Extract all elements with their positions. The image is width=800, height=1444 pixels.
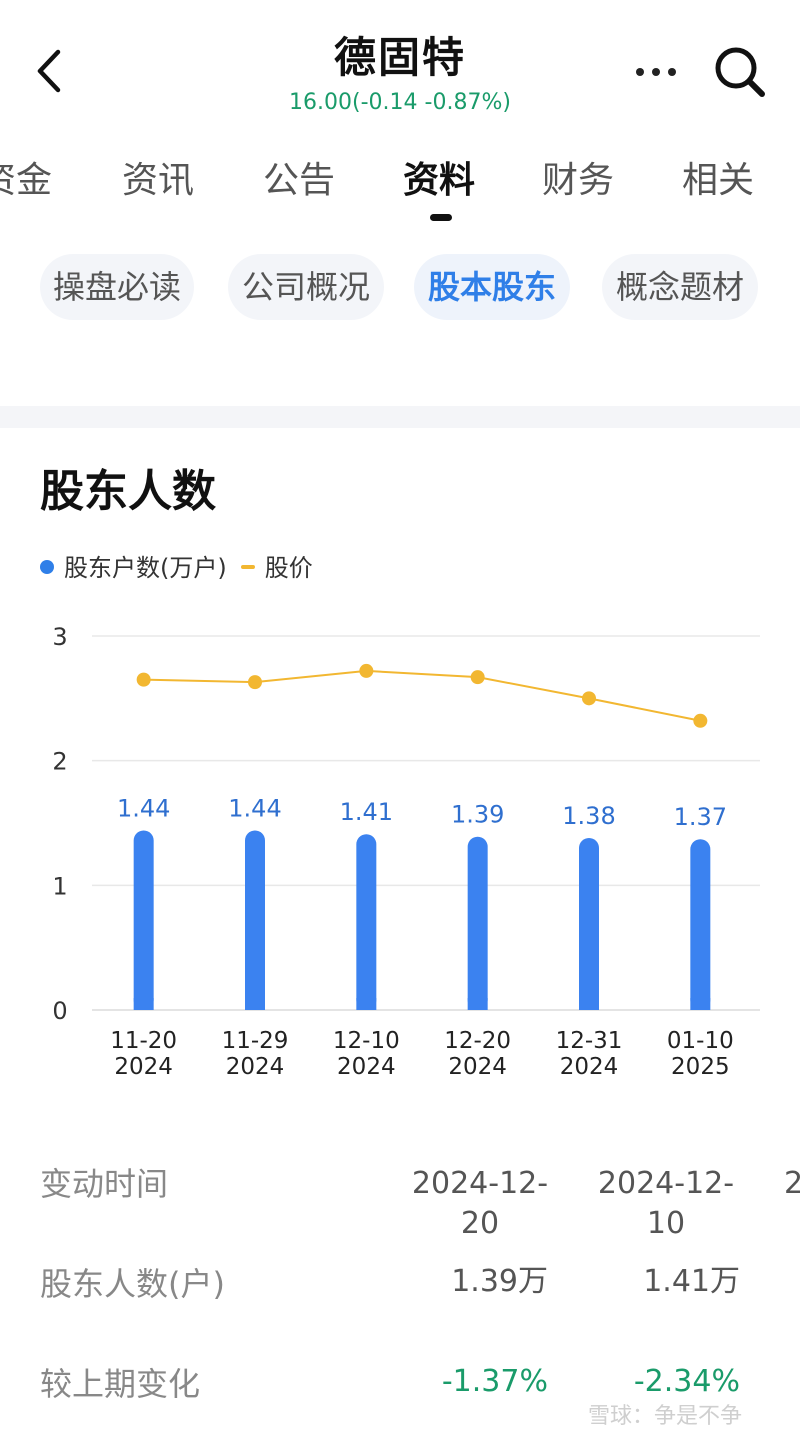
- bar: [245, 830, 265, 1010]
- tab-funds[interactable]: 资金: [0, 160, 53, 201]
- active-tab-indicator: [430, 214, 452, 221]
- x-tick-year-label: 2024: [226, 1054, 285, 1080]
- y-tick-label: 2: [52, 748, 67, 776]
- price-point: [359, 663, 374, 678]
- table-holders-cell: 1.39万: [451, 1264, 548, 1299]
- chevron-left-icon: [37, 49, 61, 93]
- tab-related[interactable]: 相关: [682, 160, 755, 201]
- legend-bar-label: 股东户数(万户): [64, 554, 227, 582]
- table-change-cell: -2.34%: [633, 1364, 740, 1399]
- bar: [579, 837, 599, 1010]
- tab-announcements[interactable]: 公告: [263, 160, 336, 201]
- bar-data-label: 1.41: [340, 798, 393, 826]
- price-line: [143, 669, 701, 722]
- bar: [690, 839, 711, 1010]
- y-tick-label: 3: [52, 623, 67, 651]
- bar: [133, 830, 154, 1010]
- price-point: [582, 691, 596, 706]
- chart-legend: 股东户数(万户) 股价: [40, 550, 313, 586]
- chip-shareholders[interactable]: 股本股东: [414, 254, 570, 320]
- table-date-cell: 2024-12-10: [597, 1166, 735, 1241]
- watermark: 雪球：争是不争: [588, 1404, 743, 1429]
- bar-base: [579, 998, 599, 1010]
- row-label-change-date: 变动时间: [40, 1165, 169, 1203]
- more-button[interactable]: [632, 52, 682, 92]
- search-icon: [715, 47, 765, 97]
- x-tick-label: 12-20: [444, 1028, 511, 1054]
- price-point: [248, 675, 262, 690]
- x-tick-label: 01-10: [667, 1028, 734, 1054]
- x-tick-label: 11-20: [110, 1028, 177, 1054]
- price-point: [470, 670, 485, 685]
- x-tick-year-label: 2024: [560, 1054, 619, 1080]
- legend-line-label: 股价: [264, 554, 313, 582]
- bar: [356, 834, 377, 1010]
- top-bar: 德固特 16.00(-0.14 -0.87%): [0, 0, 800, 130]
- table-date-cell: 2: [784, 1166, 800, 1201]
- tab-financials[interactable]: 财务: [542, 160, 615, 201]
- stock-title-block: 德固特 16.00(-0.14 -0.87%): [200, 32, 600, 118]
- chip-trading-guide[interactable]: 操盘必读: [40, 254, 194, 320]
- bar-data-label: 1.44: [228, 794, 281, 822]
- bar-base: [356, 998, 377, 1010]
- x-tick-label: 12-31: [556, 1028, 623, 1054]
- more-horizontal-icon: [636, 68, 676, 76]
- legend-bar-marker: [40, 560, 54, 574]
- y-tick-label: 0: [52, 997, 67, 1025]
- bar-data-label: 1.38: [562, 802, 615, 830]
- x-tick-label: 11-29: [222, 1028, 289, 1054]
- bar-base: [467, 998, 488, 1010]
- x-tick-year-label: 2024: [448, 1054, 507, 1080]
- bar-base: [690, 998, 711, 1010]
- bar-base: [133, 998, 154, 1010]
- section-title: 股东人数: [40, 466, 216, 517]
- x-tick-year-label: 2025: [671, 1054, 730, 1080]
- x-tick-year-label: 2024: [337, 1054, 396, 1080]
- y-tick-label: 1: [52, 872, 67, 900]
- tab-profile[interactable]: 资料: [403, 160, 476, 201]
- row-label-change: 较上期变化: [40, 1365, 201, 1403]
- bar-data-label: 1.44: [117, 794, 170, 822]
- legend-line-marker: [240, 565, 255, 569]
- table-change-cell: -1.37%: [441, 1364, 548, 1399]
- bar: [467, 836, 488, 1010]
- bar-data-label: 1.39: [451, 801, 504, 829]
- x-tick-label: 12-10: [333, 1028, 400, 1054]
- bar-data-label: 1.37: [674, 803, 727, 831]
- x-tick-year-label: 2024: [114, 1054, 173, 1080]
- table-holders-cell: 1.41万: [643, 1264, 740, 1299]
- table-date-cell: 2024-12-20: [411, 1166, 549, 1241]
- chip-company-overview[interactable]: 公司概况: [228, 254, 384, 320]
- chip-concepts[interactable]: 概念题材: [602, 254, 758, 320]
- tab-news[interactable]: 资讯: [122, 160, 195, 201]
- section-divider: [0, 406, 800, 428]
- back-button[interactable]: [28, 46, 72, 96]
- stock-name: 德固特: [333, 33, 466, 82]
- price-point: [136, 672, 151, 687]
- search-button[interactable]: [712, 44, 768, 100]
- main-tabs: 资金 资讯 公告 资料 财务 相关: [0, 155, 800, 225]
- row-label-holders: 股东人数(户): [40, 1265, 225, 1303]
- stock-quote: 16.00(-0.14 -0.87%): [289, 90, 511, 115]
- price-point: [693, 713, 708, 728]
- bar-base: [245, 998, 265, 1010]
